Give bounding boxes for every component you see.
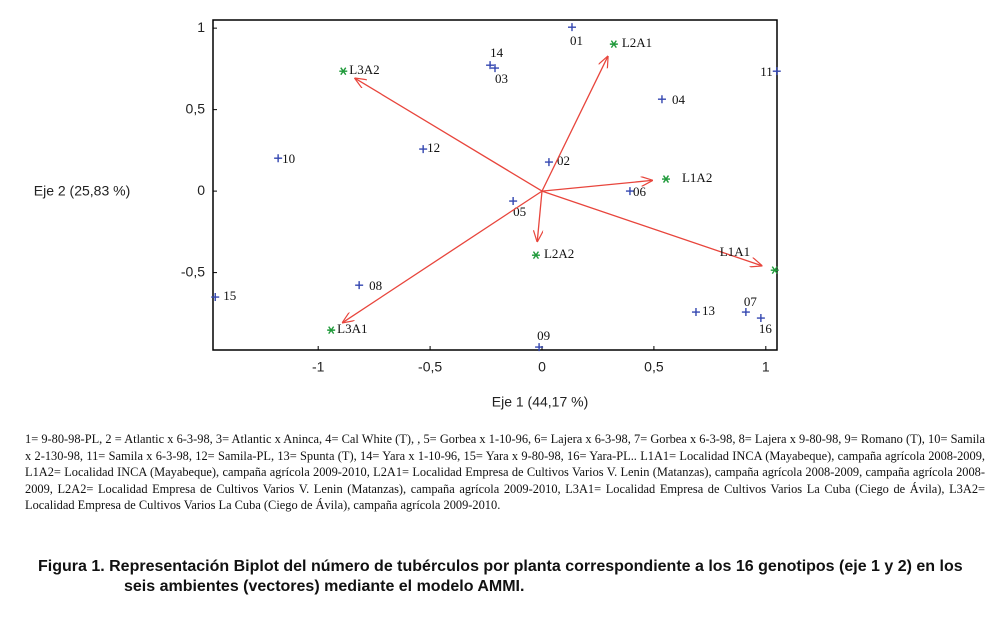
point-label: 14 (490, 45, 504, 60)
genotype-point (567, 23, 576, 32)
y-axis-label: Eje 2 (25,83 %) (34, 183, 131, 199)
point-label: 09 (537, 328, 550, 343)
point-label: 13 (702, 303, 715, 318)
y-tick-label: -0,5 (181, 263, 205, 279)
point-label: 04 (672, 92, 686, 107)
y-tick-label: 0 (197, 182, 205, 198)
x-tick-label: 0,5 (644, 359, 664, 375)
genotype-point (535, 343, 544, 352)
point-label: 12 (427, 140, 440, 155)
genotype-point (544, 158, 553, 167)
genotype-point (274, 154, 283, 163)
point-label: L3A2 (349, 62, 379, 77)
point-label: 03 (495, 71, 508, 86)
x-tick-label: -0,5 (418, 359, 442, 375)
genotype-point (486, 61, 495, 70)
point-label: L1A2 (682, 170, 712, 185)
genotype-point (756, 314, 765, 323)
point-label: L3A1 (337, 321, 367, 336)
x-tick-label: 0 (538, 359, 546, 375)
genotype-point (509, 197, 518, 206)
vector (541, 180, 652, 192)
genotype-point (741, 308, 750, 317)
environment-point (327, 326, 336, 335)
y-tick-label: 0,5 (186, 100, 206, 116)
environment-point (609, 40, 618, 49)
genotype-point (211, 293, 220, 302)
plot-frame (212, 19, 778, 351)
point-label: 11 (760, 64, 773, 79)
x-tick-label: 1 (762, 359, 770, 375)
x-tick-label: -1 (312, 359, 325, 375)
vector (541, 57, 608, 192)
genotype-point (625, 187, 634, 196)
genotype-point (657, 95, 666, 104)
x-axis-label: Eje 1 (44,17 %) (492, 394, 589, 410)
point-label: L2A1 (622, 35, 652, 50)
environment-point (661, 175, 670, 183)
point-label: 16 (759, 321, 773, 336)
vector (355, 78, 543, 192)
genotype-point (419, 145, 428, 154)
genotype-point (691, 308, 700, 317)
vector (541, 190, 762, 266)
chart: Eje 1 (44,17 %) Eje 2 (25,83 %) -1 -0,5 0 0… (34, 19, 781, 410)
point-label: 06 (633, 184, 647, 199)
point-label: L2A2 (544, 246, 574, 261)
y-tick-label: 1 (197, 19, 205, 35)
point-label: 15 (223, 288, 236, 303)
vector (537, 191, 542, 241)
point-label: 10 (282, 151, 295, 166)
environment-point (339, 67, 348, 76)
point-label: 01 (570, 33, 583, 48)
point-label: 07 (744, 294, 758, 309)
environment-point (531, 251, 540, 260)
genotype-point (772, 67, 781, 76)
point-label: L1A1 (720, 244, 750, 259)
footnote: 1= 9-80-98-PL, 2 = Atlantic x 6-3-98, 3=… (25, 432, 985, 513)
environment-point (770, 266, 779, 275)
figure-caption: Figura 1. Representación Biplot del núme… (38, 558, 963, 595)
genotype-point (491, 64, 499, 73)
vector (343, 190, 543, 322)
point-label: 08 (369, 278, 382, 293)
genotype-point (355, 281, 364, 290)
point-label: 02 (557, 153, 570, 168)
